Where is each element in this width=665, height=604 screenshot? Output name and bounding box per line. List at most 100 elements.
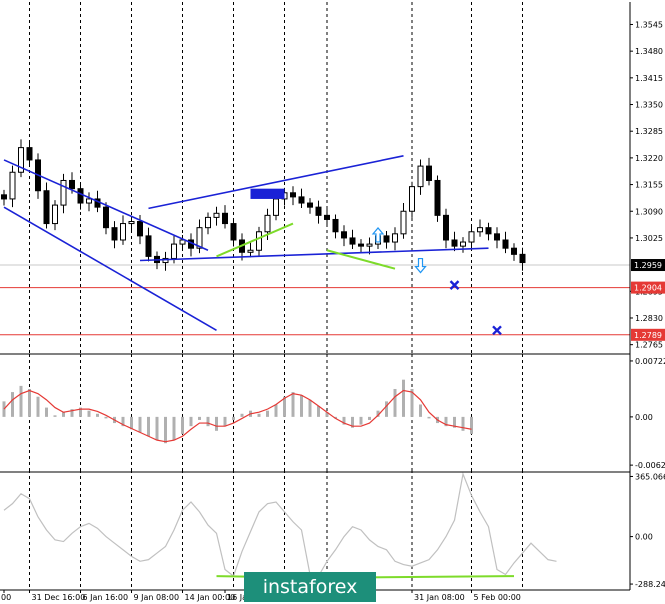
price-tick-label: 1.2830 xyxy=(635,314,663,323)
price-tick-label: 1.3480 xyxy=(635,47,663,56)
axis-layer: 1.3545 1.3480 1.3415 1.3350 1.3285 1.3220 1.31… xyxy=(0,2,665,591)
resistance-zone xyxy=(250,188,285,199)
watermark-text: instaforex xyxy=(263,576,358,598)
candle-body xyxy=(128,221,135,225)
histogram-bar xyxy=(461,416,465,431)
histogram-bar xyxy=(223,416,227,427)
histogram-bar xyxy=(317,406,320,417)
candle-body xyxy=(18,147,24,173)
histogram-bar xyxy=(164,416,167,444)
candle-body xyxy=(162,257,169,264)
price-tick-label: 1.3025 xyxy=(635,234,663,243)
candle-body xyxy=(315,206,322,216)
oscillator-tick-label: 0.00722 xyxy=(635,357,665,366)
cci-line xyxy=(3,471,557,578)
histogram-bar xyxy=(232,416,235,420)
histogram-bar xyxy=(359,416,363,425)
histogram-bar xyxy=(419,404,422,417)
price-tick-label: 1.3415 xyxy=(635,74,663,83)
histogram-bar xyxy=(79,407,82,417)
up-arrow-icon xyxy=(371,226,385,243)
candle-body xyxy=(349,237,356,245)
histogram-bar xyxy=(334,416,337,419)
candle-body xyxy=(230,223,237,241)
time-tick-label: 9 Jan 08:00 xyxy=(134,593,180,602)
target-cross-icon xyxy=(449,280,460,290)
price-tick-label: 1.3155 xyxy=(635,181,663,190)
candle-body xyxy=(477,227,483,233)
price-panel xyxy=(1,139,526,336)
candle-body xyxy=(222,212,228,225)
histogram-bar xyxy=(257,413,261,417)
histogram-bar xyxy=(53,415,57,417)
trendline xyxy=(139,247,489,262)
time-tick-label: 16 Jan xyxy=(227,593,252,602)
candle-body xyxy=(52,204,58,225)
candle-body xyxy=(256,231,262,251)
histogram-bar xyxy=(28,388,31,417)
candle-body xyxy=(358,243,364,247)
candle-body xyxy=(426,165,432,181)
histogram-bar xyxy=(45,407,48,417)
candle-body xyxy=(366,243,373,247)
histogram-bar xyxy=(62,412,65,417)
price-tick-label: 1.3090 xyxy=(635,207,663,216)
level-price-tag xyxy=(631,281,665,294)
histogram-bar xyxy=(198,416,201,420)
histogram-bar xyxy=(130,416,133,430)
histogram-bar xyxy=(138,416,142,433)
candle-body xyxy=(434,179,441,216)
histogram-bar xyxy=(283,396,286,417)
candle-body xyxy=(443,214,449,241)
histogram-bar xyxy=(121,416,125,427)
histogram-bar xyxy=(300,395,303,417)
candle-body xyxy=(145,235,152,257)
time-tick-label: 6 Jan 16:00 xyxy=(83,593,129,602)
histogram-bar xyxy=(19,385,23,417)
candle-body xyxy=(179,239,186,245)
histogram-bar xyxy=(385,401,388,417)
histogram-bar xyxy=(206,416,210,427)
candle-body xyxy=(86,198,92,204)
histogram-bar xyxy=(104,416,108,419)
histogram-bar xyxy=(427,416,431,419)
histogram-bar xyxy=(325,412,329,417)
histogram-bar xyxy=(155,416,159,441)
candle-body xyxy=(77,188,84,204)
histogram-bar xyxy=(11,392,14,417)
candle-body xyxy=(103,206,109,229)
candle-body xyxy=(341,231,347,239)
cci-tick-label: 365.0666 xyxy=(635,472,665,481)
histogram-bar xyxy=(96,413,99,417)
histogram-bar xyxy=(172,416,176,441)
candle-body xyxy=(383,235,390,243)
price-tick-label: 1.2765 xyxy=(635,341,663,350)
candle-body xyxy=(69,179,75,190)
trendline xyxy=(3,206,217,331)
candle-body xyxy=(451,239,458,247)
candle-body xyxy=(60,179,67,206)
histogram-bar xyxy=(393,388,397,417)
level-price-label: 1.2789 xyxy=(634,331,662,340)
candle-body xyxy=(26,147,33,161)
current-price-tag xyxy=(631,259,665,272)
trendline xyxy=(326,249,396,270)
candle-body xyxy=(519,253,526,264)
candle-body xyxy=(468,231,475,243)
grid-layer xyxy=(0,2,630,590)
histogram-bar xyxy=(87,410,91,417)
histogram-bar xyxy=(402,379,405,417)
candle-body xyxy=(247,249,254,253)
histogram-bar xyxy=(453,416,456,428)
candle-body xyxy=(273,198,279,216)
histogram-bar xyxy=(342,416,346,425)
target-cross-icon xyxy=(492,325,502,336)
candle-body xyxy=(213,212,220,218)
level-price-tag xyxy=(631,328,665,341)
candle-body xyxy=(171,243,177,259)
candle-body xyxy=(511,247,517,255)
watermark-badge xyxy=(244,572,376,602)
